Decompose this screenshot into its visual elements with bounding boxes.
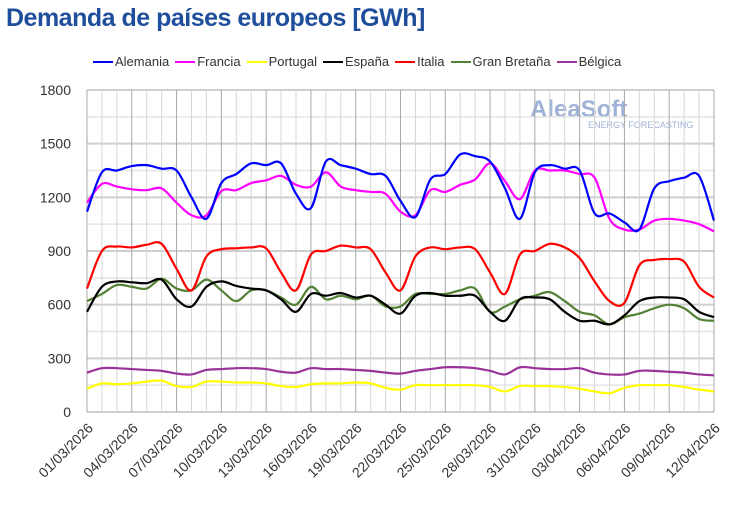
legend-item: Gran Bretaña (450, 54, 551, 69)
legend-item: Francia (175, 54, 241, 69)
y-tick-label: 0 (63, 404, 71, 420)
legend-item: España (322, 54, 390, 69)
legend-label: Francia (197, 54, 241, 69)
y-tick-label: 900 (48, 243, 72, 259)
legend-label: Gran Bretaña (472, 54, 551, 69)
series-line-alemania (85, 152, 716, 233)
legend-item: Portugal (246, 54, 317, 69)
chart-title: Demanda de países europeos [GWh] (6, 4, 425, 32)
legend: Alemania Francia Portugal España Italia Gran … (93, 54, 621, 69)
y-tick-label: 1200 (40, 189, 71, 205)
legend-swatch (246, 60, 267, 63)
logo-name: AleaSoft (530, 96, 628, 123)
y-tick-label: 1500 (40, 136, 71, 152)
series-line-portugal (86, 379, 715, 395)
legend-swatch (395, 60, 416, 63)
series-line-francia (86, 162, 715, 233)
legend-swatch (450, 60, 471, 63)
legend-item: Italia (395, 54, 445, 69)
aleasoft-logo: AleaSoft ENERGY FORECASTING (530, 96, 693, 130)
legend-swatch (175, 60, 196, 63)
series-line-bélgica (86, 365, 715, 377)
y-tick-label: 600 (48, 297, 72, 313)
legend-swatch (556, 60, 577, 63)
y-tick-label: 1800 (40, 82, 71, 98)
legend-item: Alemania (93, 54, 169, 69)
legend-label: Italia (417, 54, 445, 69)
legend-item: Bélgica (556, 54, 622, 69)
series-line-italia (85, 241, 715, 307)
legend-swatch (322, 60, 343, 63)
legend-swatch (93, 60, 113, 63)
y-tick-label: 300 (48, 350, 72, 366)
legend-label: Bélgica (578, 54, 622, 69)
legend-label: Portugal (268, 54, 317, 69)
legend-label: España (344, 54, 390, 69)
legend-label: Alemania (115, 54, 170, 69)
logo-tagline: ENERGY FORECASTING (588, 120, 694, 130)
series-line-españa (86, 277, 715, 326)
